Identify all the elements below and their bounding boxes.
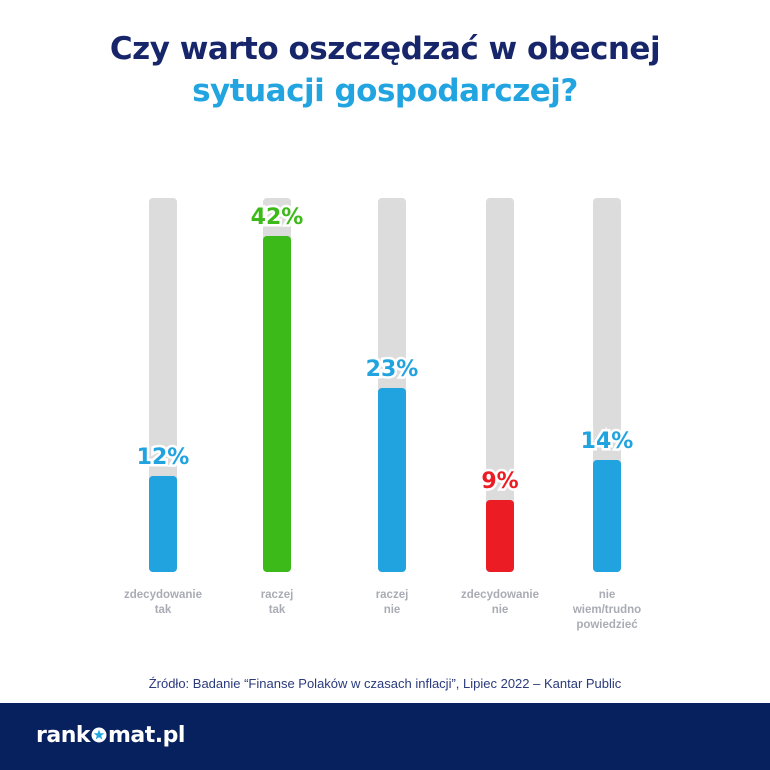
category-label: nie	[599, 589, 616, 601]
category-label: tak	[155, 604, 172, 616]
chart-title: Czy warto oszczędzać w obecnej sytuacji …	[0, 28, 770, 112]
footer-bar: rank mat.pl	[0, 703, 770, 770]
logo-text-end: mat.pl	[108, 723, 185, 748]
bar-chart: 12% zdecydowanie tak 42% raczej tak 23% raczej n…	[124, 198, 641, 631]
category-label: raczej	[261, 589, 294, 601]
bar	[486, 500, 514, 572]
category-label: wiem/trudno	[572, 604, 641, 616]
title-line-2: sytuacji gospodarczej?	[192, 73, 578, 109]
bar	[593, 460, 621, 572]
data-label: 14%	[581, 429, 634, 454]
bar	[149, 476, 177, 572]
category-label: nie	[492, 604, 509, 616]
logo-text-start: rank	[36, 723, 91, 748]
category-label: zdecydowanie	[124, 589, 202, 601]
category-label: powiedzieć	[576, 619, 638, 631]
data-label: 23%	[366, 357, 419, 382]
category-label: tak	[269, 604, 286, 616]
data-label: 42%	[251, 205, 304, 230]
source-note: Źródło: Badanie “Finanse Polaków w czasa…	[148, 676, 622, 691]
bar	[378, 388, 406, 572]
logo[interactable]: rank mat.pl	[36, 723, 185, 748]
category-label: nie	[384, 604, 401, 616]
title-line-1: Czy warto oszczędzać w obecnej	[109, 31, 661, 67]
data-label: 12%	[137, 445, 190, 470]
bar-track	[486, 198, 514, 572]
category-label: raczej	[376, 589, 409, 601]
bar	[263, 236, 291, 572]
data-label: 9%	[481, 469, 518, 494]
logo-star-icon	[91, 727, 107, 743]
category-label: zdecydowanie	[461, 589, 539, 601]
